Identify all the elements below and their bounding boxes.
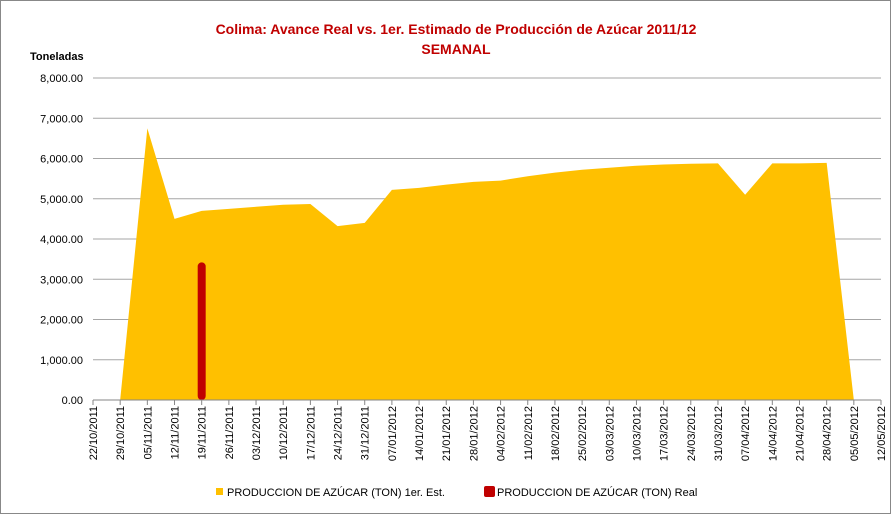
x-tick-label: 22/10/2011 xyxy=(88,406,100,460)
y-tick-label: 0.00 xyxy=(62,395,83,407)
y-tick-label: 6,000.00 xyxy=(40,154,83,166)
x-tick-label: 14/04/2012 xyxy=(767,406,779,461)
y-tick-label: 2,000.00 xyxy=(40,315,83,327)
x-tick-label: 26/11/2011 xyxy=(224,406,236,459)
x-tick-label: 14/01/2012 xyxy=(414,406,426,461)
y-tick-label: 3,000.00 xyxy=(40,274,83,286)
y-tick-label: 1,000.00 xyxy=(40,355,83,367)
x-tick-label: 18/02/2012 xyxy=(550,406,562,461)
x-tick-label: 07/04/2012 xyxy=(740,406,752,461)
x-tick-label: 03/12/2011 xyxy=(251,406,263,460)
y-tick-label: 5,000.00 xyxy=(40,194,83,206)
x-tick-label: 17/12/2011 xyxy=(305,406,317,460)
x-tick-label: 19/11/2011 xyxy=(197,406,209,459)
x-tick-label: 11/02/2012 xyxy=(523,406,535,460)
x-tick-label: 29/10/2011 xyxy=(115,406,127,460)
x-tick-label: 28/04/2012 xyxy=(822,406,834,461)
x-tick-label: 05/05/2012 xyxy=(849,406,861,461)
x-tick-label: 04/02/2012 xyxy=(496,406,508,461)
x-tick-label: 28/01/2012 xyxy=(468,406,480,461)
y-tick-label: 4,000.00 xyxy=(40,234,83,246)
y-axis-label: Toneladas xyxy=(30,51,84,63)
x-tick-label: 31/12/2011 xyxy=(360,406,372,460)
x-tick-label: 12/11/2011 xyxy=(170,406,182,459)
x-tick-label: 17/03/2012 xyxy=(659,406,671,461)
x-tick-label: 21/04/2012 xyxy=(794,406,806,461)
chart-subtitle: SEMANAL xyxy=(421,41,491,57)
x-tick-label: 24/12/2011 xyxy=(333,406,345,460)
legend-swatch xyxy=(484,486,495,497)
x-tick-label: 07/01/2012 xyxy=(387,406,399,461)
legend-label: PRODUCCION DE AZÚCAR (TON) 1er. Est. xyxy=(227,486,445,499)
x-tick-label: 24/03/2012 xyxy=(686,406,698,461)
y-tick-label: 7,000.00 xyxy=(40,113,83,125)
legend-label: PRODUCCION DE AZÚCAR (TON) Real xyxy=(497,486,697,499)
legend-swatch xyxy=(216,488,223,495)
x-tick-label: 12/05/2012 xyxy=(876,406,888,461)
x-tick-label: 31/03/2012 xyxy=(713,406,725,461)
x-tick-label: 10/03/2012 xyxy=(631,406,643,461)
x-tick-label: 10/12/2011 xyxy=(278,406,290,460)
chart-title: Colima: Avance Real vs. 1er. Estimado de… xyxy=(216,21,697,37)
x-tick-label: 05/11/2011 xyxy=(142,406,154,459)
x-tick-label: 21/01/2012 xyxy=(441,406,453,461)
y-tick-label: 8,000.00 xyxy=(40,73,83,85)
area xyxy=(120,128,854,400)
x-tick-label: 03/03/2012 xyxy=(604,406,616,461)
x-tick-label: 25/02/2012 xyxy=(577,406,589,461)
